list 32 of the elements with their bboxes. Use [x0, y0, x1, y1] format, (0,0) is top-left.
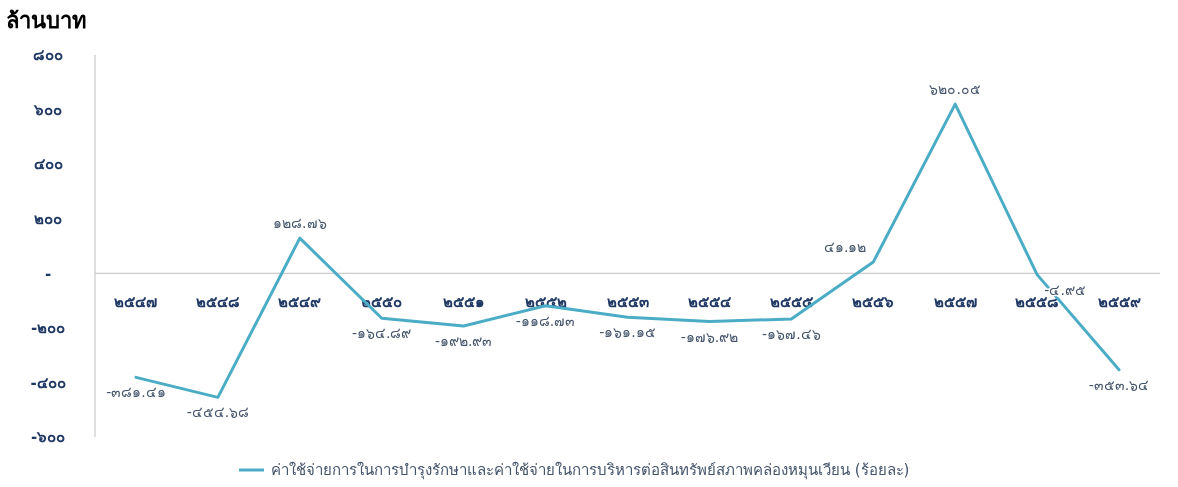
data-label: -๑๙๒.๙๓: [434, 332, 493, 349]
y-tick-label: -๒๐๐: [30, 319, 66, 338]
y-tick-label: ๖๐๐: [33, 100, 62, 119]
y-axis-title: ล้านบาท: [6, 8, 87, 33]
x-tick-label: ๒๕๕๗: [933, 293, 977, 312]
y-tick-label: ๒๐๐: [34, 209, 62, 228]
data-label: ๖๒๐.๐๕: [929, 81, 981, 98]
y-tick-label: -: [44, 264, 52, 283]
y-tick-label: ๘๐๐: [33, 46, 63, 65]
x-tick-label: ๒๕๕๔: [687, 293, 732, 312]
data-label: ๑๒๘.๗๖: [273, 215, 327, 232]
y-tick-label: ๔๐๐: [33, 155, 63, 174]
x-tick-label: ๒๕๔๗: [114, 293, 158, 312]
data-label: -๑๖๑.๑๕: [599, 324, 656, 341]
data-label: ๔๑.๑๒: [824, 239, 867, 256]
data-label: -๓๕๓.๖๔: [1088, 376, 1150, 393]
x-tick-label: ๒๕๕๓: [606, 293, 649, 312]
y-tick-label: -๔๐๐: [30, 373, 66, 392]
data-label: -๑๖๔.๘๙: [351, 325, 412, 342]
data-label: -๑๑๘.๗๓: [515, 312, 576, 329]
data-label: -๓๘๑.๔๑: [106, 384, 166, 401]
data-label: -๑๖๗.๔๖: [762, 325, 821, 342]
x-tick-label: ๒๕๔๘: [195, 293, 240, 312]
x-tick-label: ๒๕๕๕: [769, 293, 814, 312]
data-label: -๑๗๖.๙๒: [680, 328, 739, 345]
x-tick-label: ๒๕๕๖: [852, 293, 895, 312]
legend-label: ค่าใช้จ่ายการในการบำรุงรักษาและค่าใช้จ่ายในการบริหารต่อสินทรัพย์สภาพคล่องหมุนเวียน (ร้อยละ): [271, 461, 910, 481]
x-tick-label: ๒๕๕๑: [442, 293, 485, 312]
y-tick-label: -๖๐๐: [30, 428, 66, 447]
data-label: -๔๕๔.๖๘: [186, 404, 250, 421]
x-tick-label: ๒๕๔๙: [278, 293, 322, 312]
x-tick-label: ๒๕๕๙: [1097, 293, 1141, 312]
